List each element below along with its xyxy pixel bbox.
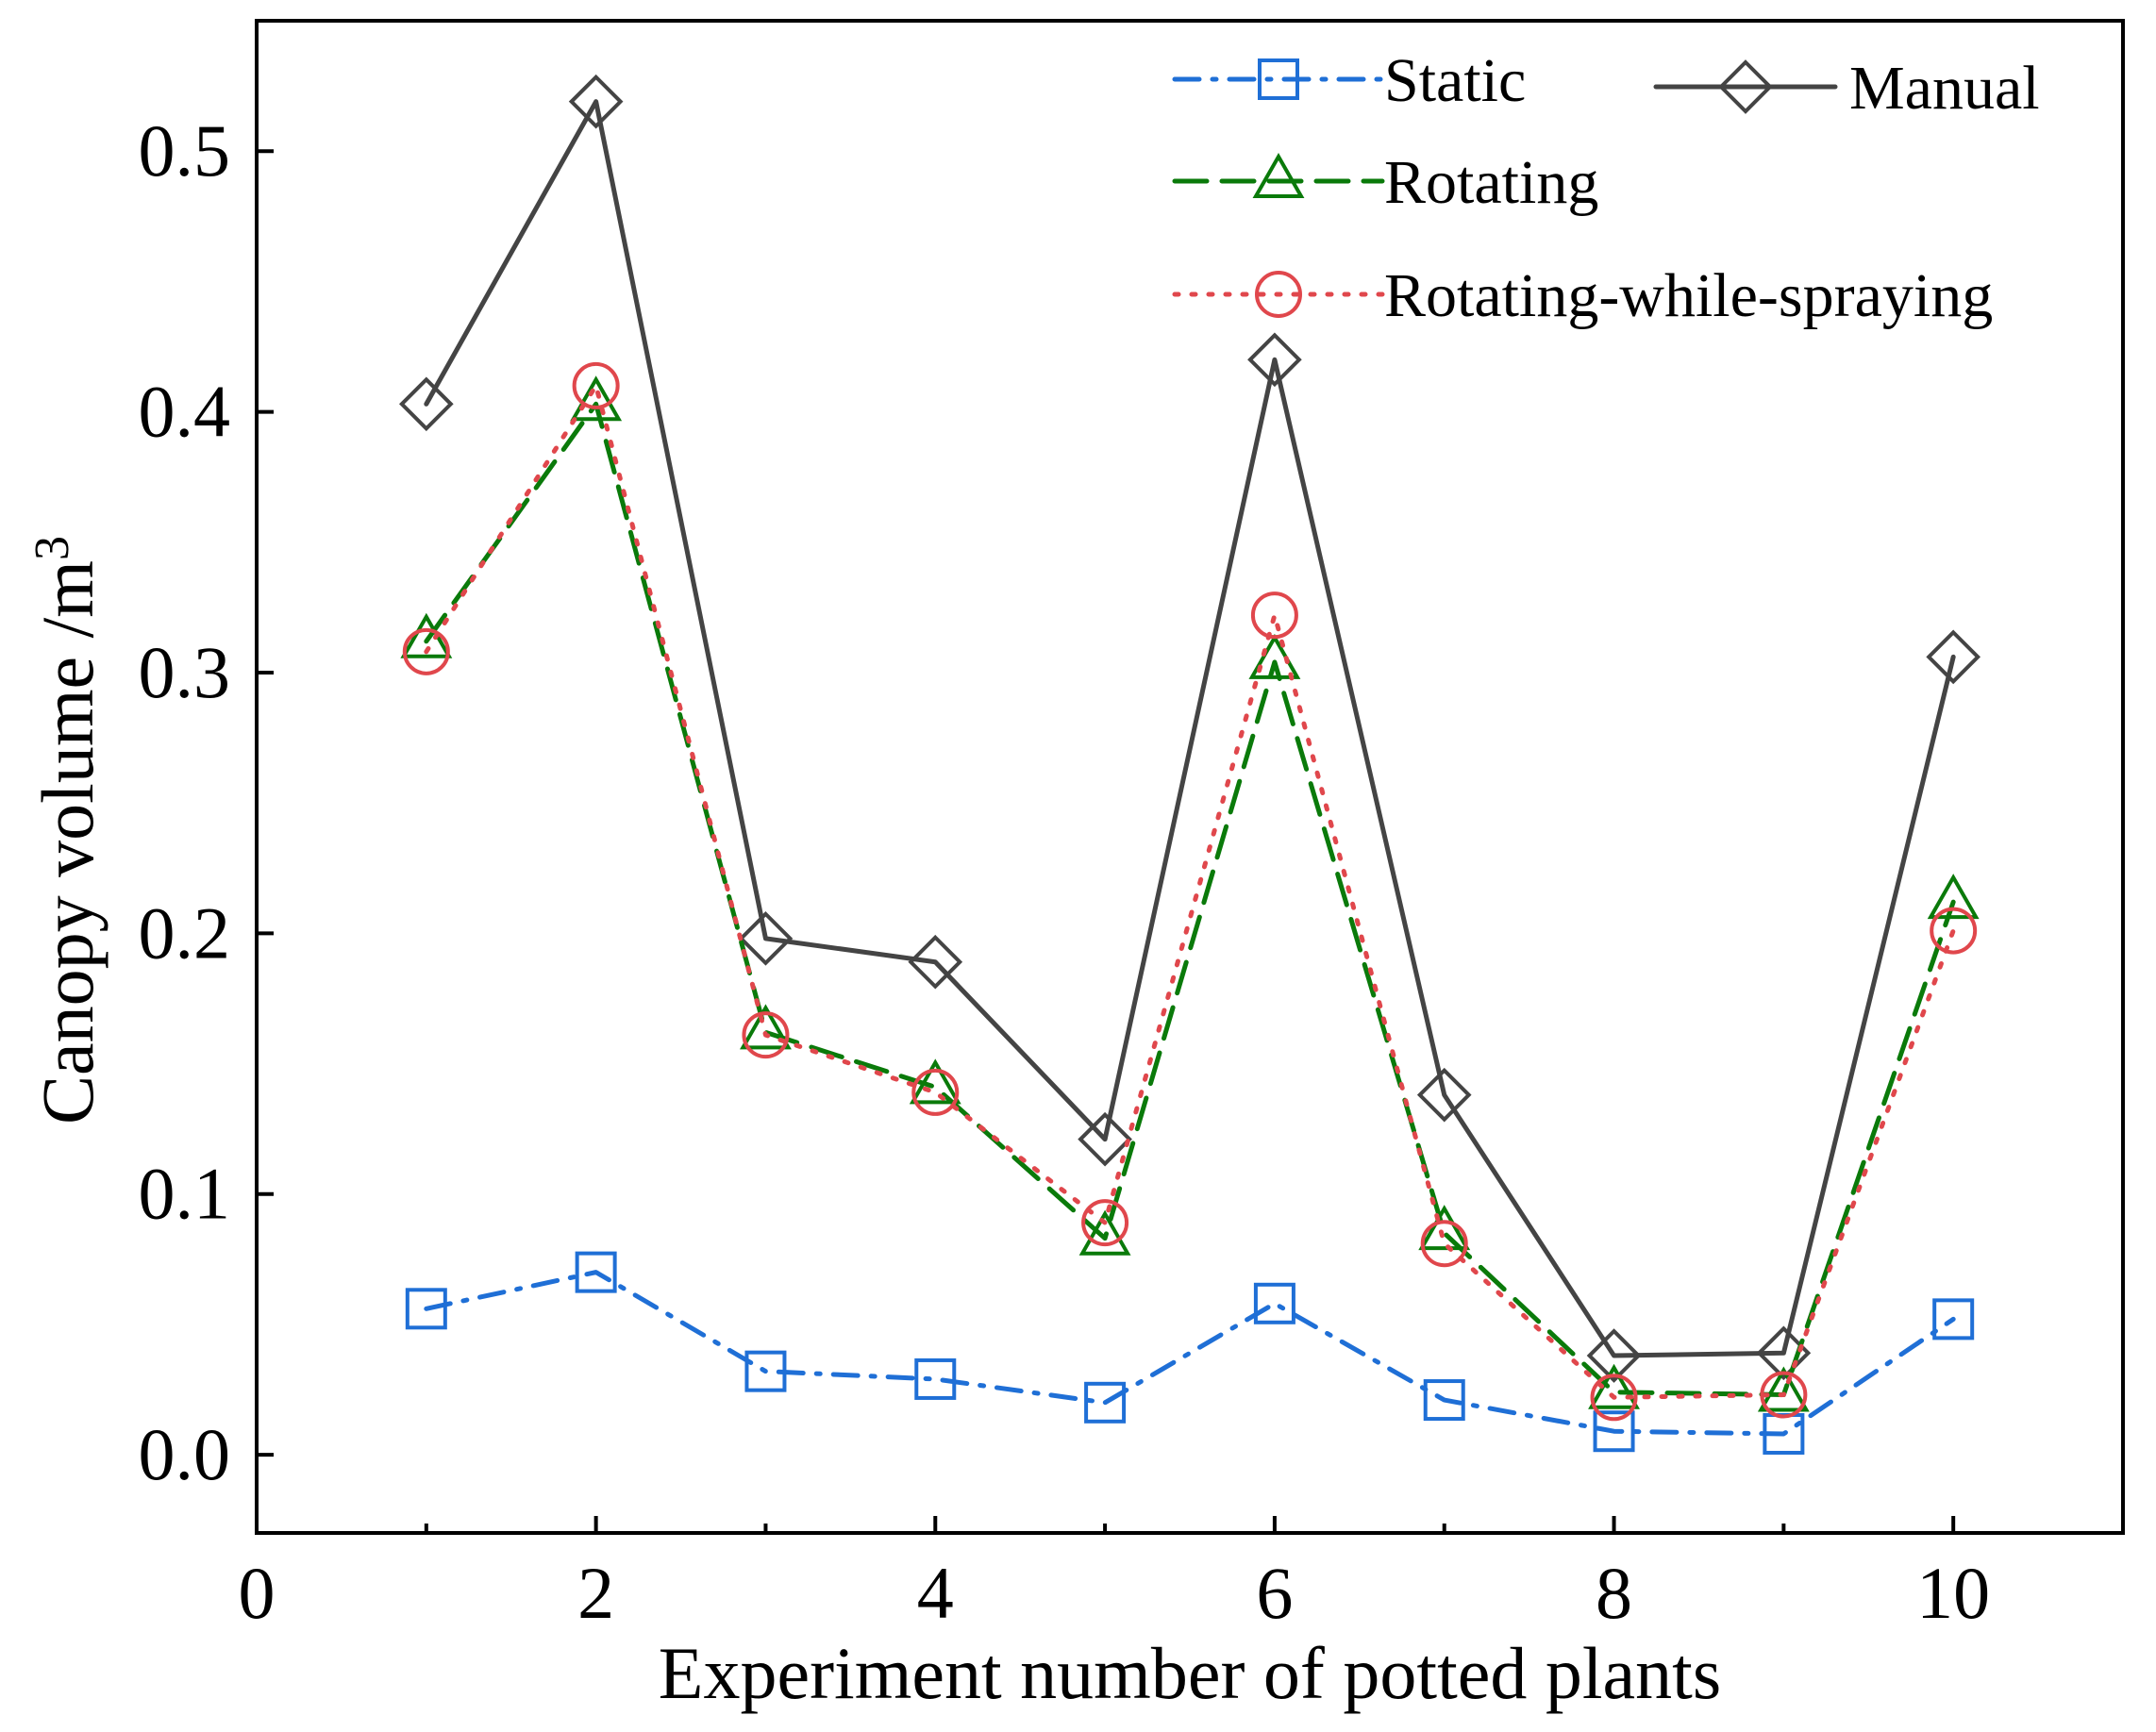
legend: Static Manual Rotating Rotating-while-spray… <box>1172 46 2040 330</box>
legend-label: Rotating <box>1384 148 1598 217</box>
legend-item: Rotating <box>1172 148 1598 217</box>
data-point <box>1588 1363 1640 1409</box>
legend-label: Static <box>1384 46 1526 115</box>
data-point <box>1423 1379 1465 1422</box>
data-point <box>1084 1381 1127 1424</box>
series-rotating <box>400 375 1980 1412</box>
x-tick-label: 6 <box>1256 1552 1293 1634</box>
x-tick-label: 8 <box>1596 1552 1632 1634</box>
x-tick-label: 2 <box>577 1552 614 1634</box>
data-point <box>405 1288 447 1330</box>
legend-marker <box>1252 152 1305 198</box>
data-point <box>1932 1298 1975 1341</box>
legend-item: Rotating-while-spraying <box>1172 261 1993 330</box>
data-point <box>1253 1282 1295 1324</box>
data-point <box>1927 874 1980 920</box>
x-axis-ticks: 0 2 4 6 8 10 <box>239 1516 2125 1634</box>
y-tick-label: 0.4 <box>139 371 231 453</box>
data-point <box>1418 1205 1471 1251</box>
y-axis-label-text: Canopy volume /m <box>26 560 109 1124</box>
y-tick-label: 0.1 <box>139 1153 231 1235</box>
data-point <box>1247 332 1302 388</box>
data-point <box>1593 1410 1635 1453</box>
data-point <box>1416 1067 1472 1123</box>
data-point <box>1760 1371 1808 1419</box>
series-line <box>424 1270 1956 1437</box>
series-manual <box>398 74 1981 1383</box>
data-point <box>908 934 963 990</box>
plot-frame <box>255 19 2125 1535</box>
data-point <box>1078 1209 1131 1256</box>
data-point <box>909 1058 961 1105</box>
y-axis-label: Canopy volume /m3 <box>25 536 109 1124</box>
x-tick-label: 10 <box>1916 1552 1990 1634</box>
data-point <box>742 1011 790 1059</box>
data-point <box>1590 1374 1638 1422</box>
data-point <box>1926 629 1981 685</box>
legend-marker <box>1718 59 1773 114</box>
y-axis-label-superscript: 3 <box>25 536 79 560</box>
data-point <box>1586 1328 1642 1383</box>
x-tick-label: 4 <box>917 1552 954 1634</box>
legend-item: Static <box>1172 46 1526 115</box>
data-point <box>1930 907 1978 955</box>
data-point <box>568 74 624 129</box>
data-point <box>744 1350 787 1392</box>
data-point <box>1420 1220 1468 1268</box>
series-rotating-while-spraying <box>402 361 1978 1422</box>
data-point <box>402 627 450 675</box>
data-point <box>570 375 623 422</box>
data-point <box>572 361 620 409</box>
legend-marker <box>1258 58 1299 100</box>
series-line <box>424 99 1956 1358</box>
series-line <box>424 383 1956 1400</box>
series-static <box>405 1251 1975 1455</box>
y-tick-label: 0.3 <box>139 631 231 713</box>
y-tick-label: 0.0 <box>139 1413 231 1495</box>
y-tick-label: 0.5 <box>139 109 231 192</box>
x-tick-label: 0 <box>239 1552 276 1634</box>
data-point <box>1081 1199 1129 1247</box>
legend-item: Manual <box>1653 54 2040 123</box>
data-point <box>398 376 454 432</box>
x-axis-label: Experiment number of potted plants <box>659 1632 1721 1714</box>
legend-label: Manual <box>1849 54 2040 123</box>
legend-label: Rotating-while-spraying <box>1384 261 1993 330</box>
data-point <box>914 1357 957 1400</box>
data-point <box>1757 1366 1810 1412</box>
data-point <box>738 911 794 966</box>
series-layer <box>398 74 1981 1455</box>
data-point <box>575 1251 617 1293</box>
data-point <box>740 1004 792 1050</box>
data-point <box>1078 1111 1132 1167</box>
data-point <box>911 1068 960 1116</box>
data-point <box>1250 591 1298 640</box>
series-line <box>424 401 1956 1398</box>
legend-marker <box>1255 271 1302 318</box>
y-tick-label: 0.2 <box>139 891 231 974</box>
y-axis-ticks: 0.0 0.1 0.2 0.3 0.4 0.5 <box>139 109 274 1495</box>
